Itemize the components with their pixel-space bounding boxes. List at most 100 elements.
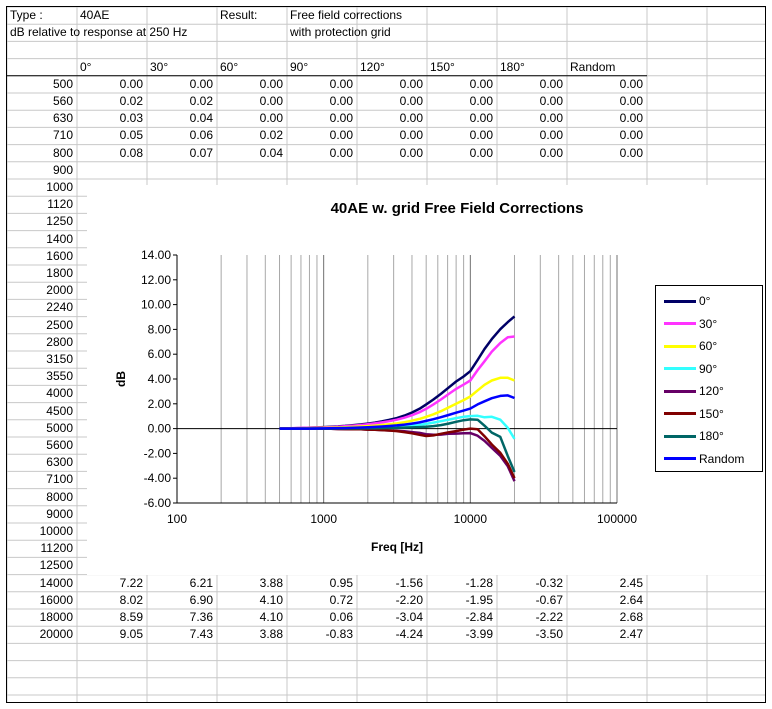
row-frequency[interactable]: 2000: [46, 283, 73, 298]
table-cell[interactable]: 0.00: [539, 111, 563, 126]
row-frequency[interactable]: 800: [52, 145, 73, 160]
row-frequency[interactable]: 630: [52, 111, 73, 126]
cell-result-line2[interactable]: with protection grid: [290, 25, 391, 40]
table-cell[interactable]: 0.00: [329, 128, 353, 143]
table-cell[interactable]: -2.22: [535, 610, 563, 624]
table-cell[interactable]: 0.06: [329, 610, 353, 624]
row-frequency[interactable]: 16000: [39, 592, 73, 607]
cell-description[interactable]: dB relative to response at 250 Hz: [10, 25, 188, 40]
table-cell[interactable]: 6.90: [189, 592, 213, 607]
table-cell[interactable]: 0.05: [119, 128, 143, 143]
table-cell[interactable]: 0.00: [329, 111, 353, 126]
row-frequency[interactable]: 1250: [46, 214, 73, 229]
row-frequency[interactable]: 2800: [46, 334, 73, 349]
table-cell[interactable]: 3.88: [259, 575, 283, 590]
table-cell[interactable]: 7.36: [189, 610, 213, 624]
column-header[interactable]: 0°: [80, 59, 92, 74]
row-frequency[interactable]: 2240: [46, 300, 73, 315]
table-cell[interactable]: 0.00: [539, 145, 563, 160]
column-header[interactable]: 90°: [290, 59, 309, 74]
table-cell[interactable]: -0.67: [535, 592, 563, 607]
table-cell[interactable]: -3.50: [535, 627, 563, 642]
row-frequency[interactable]: 10000: [39, 524, 73, 538]
row-frequency[interactable]: 1000: [46, 180, 73, 194]
table-cell[interactable]: 0.06: [189, 128, 213, 143]
column-header[interactable]: 150°: [430, 59, 455, 74]
row-frequency[interactable]: 14000: [39, 575, 73, 590]
table-cell[interactable]: 0.00: [619, 94, 643, 108]
table-cell[interactable]: 0.00: [329, 76, 353, 91]
table-cell[interactable]: 0.08: [119, 145, 143, 160]
table-cell[interactable]: 0.00: [399, 94, 423, 108]
table-cell[interactable]: -2.20: [395, 592, 423, 607]
row-frequency[interactable]: 9000: [46, 506, 73, 521]
table-cell[interactable]: 0.00: [539, 94, 563, 108]
row-frequency[interactable]: 900: [52, 162, 73, 177]
row-frequency[interactable]: 11200: [40, 541, 73, 556]
table-cell[interactable]: 0.00: [619, 128, 643, 143]
table-cell[interactable]: 0.04: [259, 145, 283, 160]
table-cell[interactable]: 0.00: [469, 145, 493, 160]
cell-type-label[interactable]: Type :: [10, 8, 43, 22]
table-cell[interactable]: 4.10: [259, 610, 283, 624]
table-cell[interactable]: 0.00: [399, 76, 423, 91]
column-header[interactable]: 180°: [500, 59, 525, 74]
row-frequency[interactable]: 4000: [46, 386, 73, 401]
row-frequency[interactable]: 5000: [46, 420, 73, 435]
row-frequency[interactable]: 710: [52, 128, 73, 143]
table-cell[interactable]: 0.00: [399, 128, 423, 143]
table-cell[interactable]: 0.00: [619, 111, 643, 126]
table-cell[interactable]: -0.32: [535, 575, 563, 590]
table-cell[interactable]: 2.45: [619, 575, 643, 590]
column-header[interactable]: 60°: [220, 59, 239, 74]
column-header[interactable]: 30°: [150, 59, 169, 74]
row-frequency[interactable]: 500: [52, 76, 73, 91]
row-frequency[interactable]: 7100: [46, 472, 73, 487]
table-cell[interactable]: -3.99: [465, 627, 493, 642]
table-cell[interactable]: 0.72: [329, 592, 353, 607]
table-cell[interactable]: 0.03: [119, 111, 143, 126]
row-frequency[interactable]: 1400: [46, 231, 73, 246]
table-cell[interactable]: 7.22: [119, 575, 143, 590]
cell-result-label[interactable]: Result:: [220, 8, 258, 22]
row-frequency[interactable]: 6300: [46, 455, 73, 470]
table-cell[interactable]: 0.00: [539, 128, 563, 143]
table-cell[interactable]: 3.88: [259, 627, 283, 642]
table-cell[interactable]: 0.00: [259, 76, 283, 91]
table-cell[interactable]: 0.00: [259, 111, 283, 126]
table-cell[interactable]: -2.84: [465, 610, 493, 624]
table-cell[interactable]: 9.05: [119, 627, 143, 642]
table-cell[interactable]: 0.02: [119, 94, 143, 108]
table-cell[interactable]: 0.00: [469, 94, 493, 108]
table-cell[interactable]: 0.00: [399, 111, 423, 126]
cell-result-line1[interactable]: Free field corrections: [290, 8, 403, 22]
table-cell[interactable]: 0.00: [619, 76, 643, 91]
table-cell[interactable]: 0.00: [469, 128, 493, 143]
row-frequency[interactable]: 3550: [46, 369, 73, 384]
row-frequency[interactable]: 18000: [39, 610, 73, 624]
table-cell[interactable]: 2.47: [619, 627, 643, 642]
table-cell[interactable]: 0.04: [189, 111, 213, 126]
table-cell[interactable]: 0.00: [469, 76, 493, 91]
table-cell[interactable]: 0.02: [189, 94, 213, 108]
table-cell[interactable]: 8.59: [119, 610, 143, 624]
table-cell[interactable]: 0.02: [259, 128, 283, 143]
cell-type-value[interactable]: 40AE: [80, 8, 110, 22]
row-frequency[interactable]: 1600: [46, 248, 73, 263]
row-frequency[interactable]: 2500: [46, 317, 73, 332]
table-cell[interactable]: 7.43: [189, 627, 213, 642]
table-cell[interactable]: 0.00: [329, 94, 353, 108]
column-header[interactable]: 120°: [360, 59, 385, 74]
table-cell[interactable]: -3.04: [395, 610, 423, 624]
table-cell[interactable]: 0.95: [329, 575, 353, 590]
table-cell[interactable]: 0.00: [539, 76, 563, 91]
column-header[interactable]: Random: [570, 59, 616, 74]
row-frequency[interactable]: 560: [52, 94, 73, 108]
table-cell[interactable]: -1.28: [465, 575, 493, 590]
row-frequency[interactable]: 20000: [39, 627, 73, 642]
table-cell[interactable]: 0.00: [189, 76, 213, 91]
table-cell[interactable]: 0.00: [399, 145, 423, 160]
row-frequency[interactable]: 8000: [46, 489, 73, 504]
table-cell[interactable]: 0.07: [189, 145, 213, 160]
table-cell[interactable]: 6.21: [189, 575, 213, 590]
